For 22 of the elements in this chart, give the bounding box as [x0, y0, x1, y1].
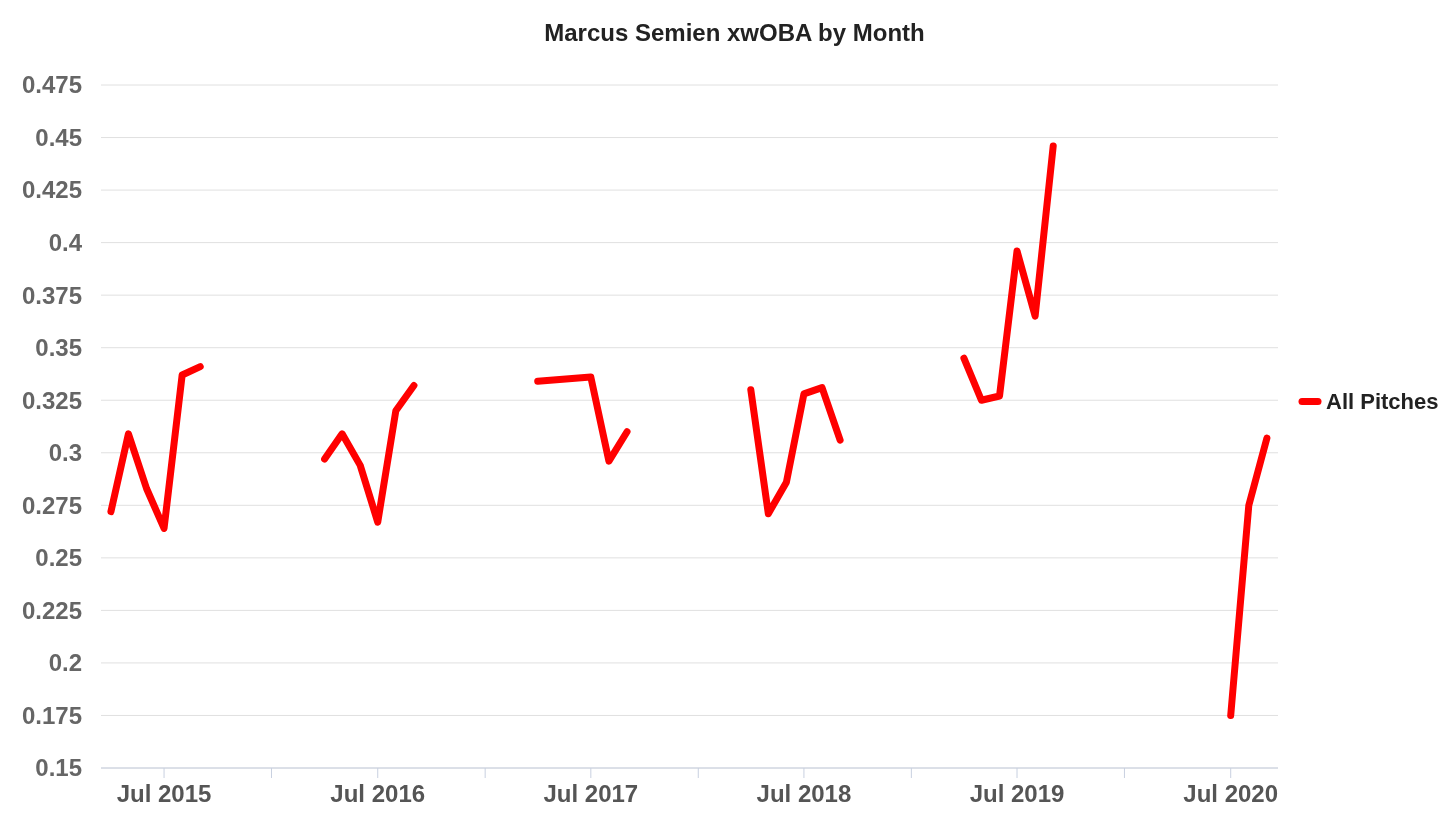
- x-tick-label: Jul 2020: [1183, 780, 1279, 807]
- y-tick-label: 0.225: [21, 596, 82, 624]
- y-tick-label: 0.2: [48, 649, 82, 677]
- y-tick-label: 0.325: [21, 386, 82, 414]
- x-tick-label: Jul 2015: [116, 780, 212, 807]
- legend-label: All Pitches: [1326, 389, 1439, 415]
- chart-title: Marcus Semien xwOBA by Month: [544, 19, 925, 46]
- y-tick-label: 0.175: [21, 701, 82, 729]
- x-tick-label: Jul 2019: [969, 780, 1065, 807]
- x-tick-label: Jul 2016: [330, 780, 426, 807]
- y-tick-label: 0.25: [35, 544, 82, 572]
- x-tick-label: Jul 2018: [756, 780, 852, 807]
- y-tick-label: 0.45: [35, 123, 82, 151]
- y-tick-label: 0.475: [21, 71, 82, 99]
- y-tick-label: 0.15: [35, 754, 82, 782]
- y-tick-label: 0.425: [21, 176, 82, 204]
- x-tick-label: Jul 2017: [543, 780, 639, 807]
- y-tick-label: 0.3: [48, 439, 82, 467]
- y-tick-label: 0.275: [21, 491, 82, 519]
- y-tick-label: 0.375: [21, 281, 82, 309]
- y-tick-label: 0.4: [48, 229, 83, 257]
- y-tick-label: 0.35: [35, 334, 82, 362]
